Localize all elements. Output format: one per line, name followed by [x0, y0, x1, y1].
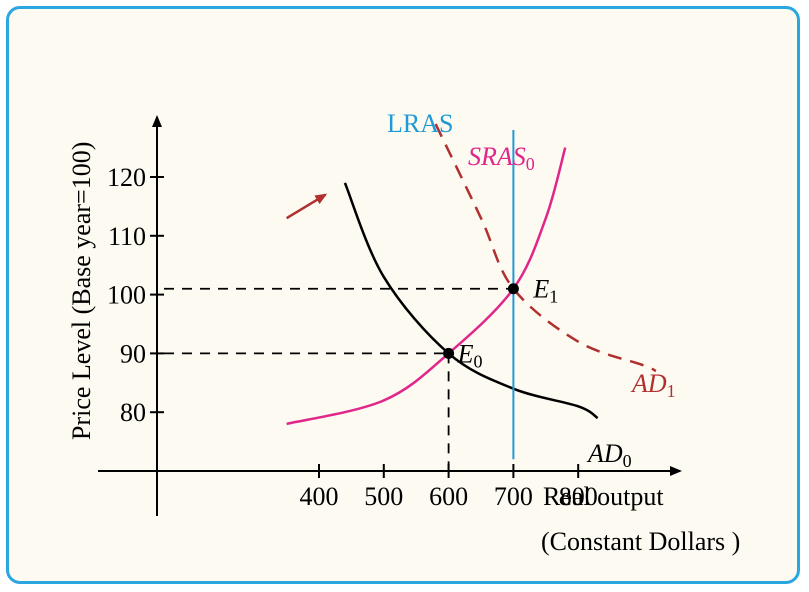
ad1-label: AD1: [630, 369, 676, 401]
y-tick-label: 100: [107, 281, 146, 310]
ad1-curve: [434, 123, 657, 373]
x-ticks: 400 500 600 700 800: [300, 464, 598, 511]
sras0-curve: [286, 147, 567, 426]
y-tick-label: 80: [120, 398, 146, 427]
ad0-label: AD0: [586, 439, 632, 471]
sras0-label: SRAS0: [468, 142, 535, 174]
figure-frame: [6, 6, 800, 584]
ad0-curve: [343, 182, 599, 420]
curve-labels: AD0 AD1 SRAS0 LRAS: [285, 109, 676, 471]
equilibrium-label: E1: [532, 275, 558, 307]
shift-arrow: [285, 193, 328, 220]
guide-lines: [164, 287, 514, 471]
y-ticks: 80 90 100 110 120: [107, 163, 164, 427]
equilibrium-point-e1: [507, 283, 519, 295]
y-axis-title: Price Level (Base year=100): [67, 142, 96, 440]
x-tick-label: 700: [494, 482, 533, 511]
x-axis-subtitle: (Constant Dollars ): [541, 527, 740, 556]
x-axis-title: Real output: [543, 482, 664, 511]
x-tick-label: 600: [429, 482, 468, 511]
equilibrium-label: E0: [457, 339, 483, 371]
y-tick-label: 110: [108, 222, 146, 251]
curves: [286, 123, 657, 460]
y-tick-label: 120: [107, 163, 146, 192]
y-tick-label: 90: [120, 339, 146, 368]
x-tick-label: 500: [364, 482, 403, 511]
x-tick-label: 800: [559, 482, 598, 511]
x-tick-label: 400: [300, 482, 339, 511]
equilibrium-point-e0: [443, 347, 455, 359]
lras-label: LRAS: [387, 109, 453, 138]
